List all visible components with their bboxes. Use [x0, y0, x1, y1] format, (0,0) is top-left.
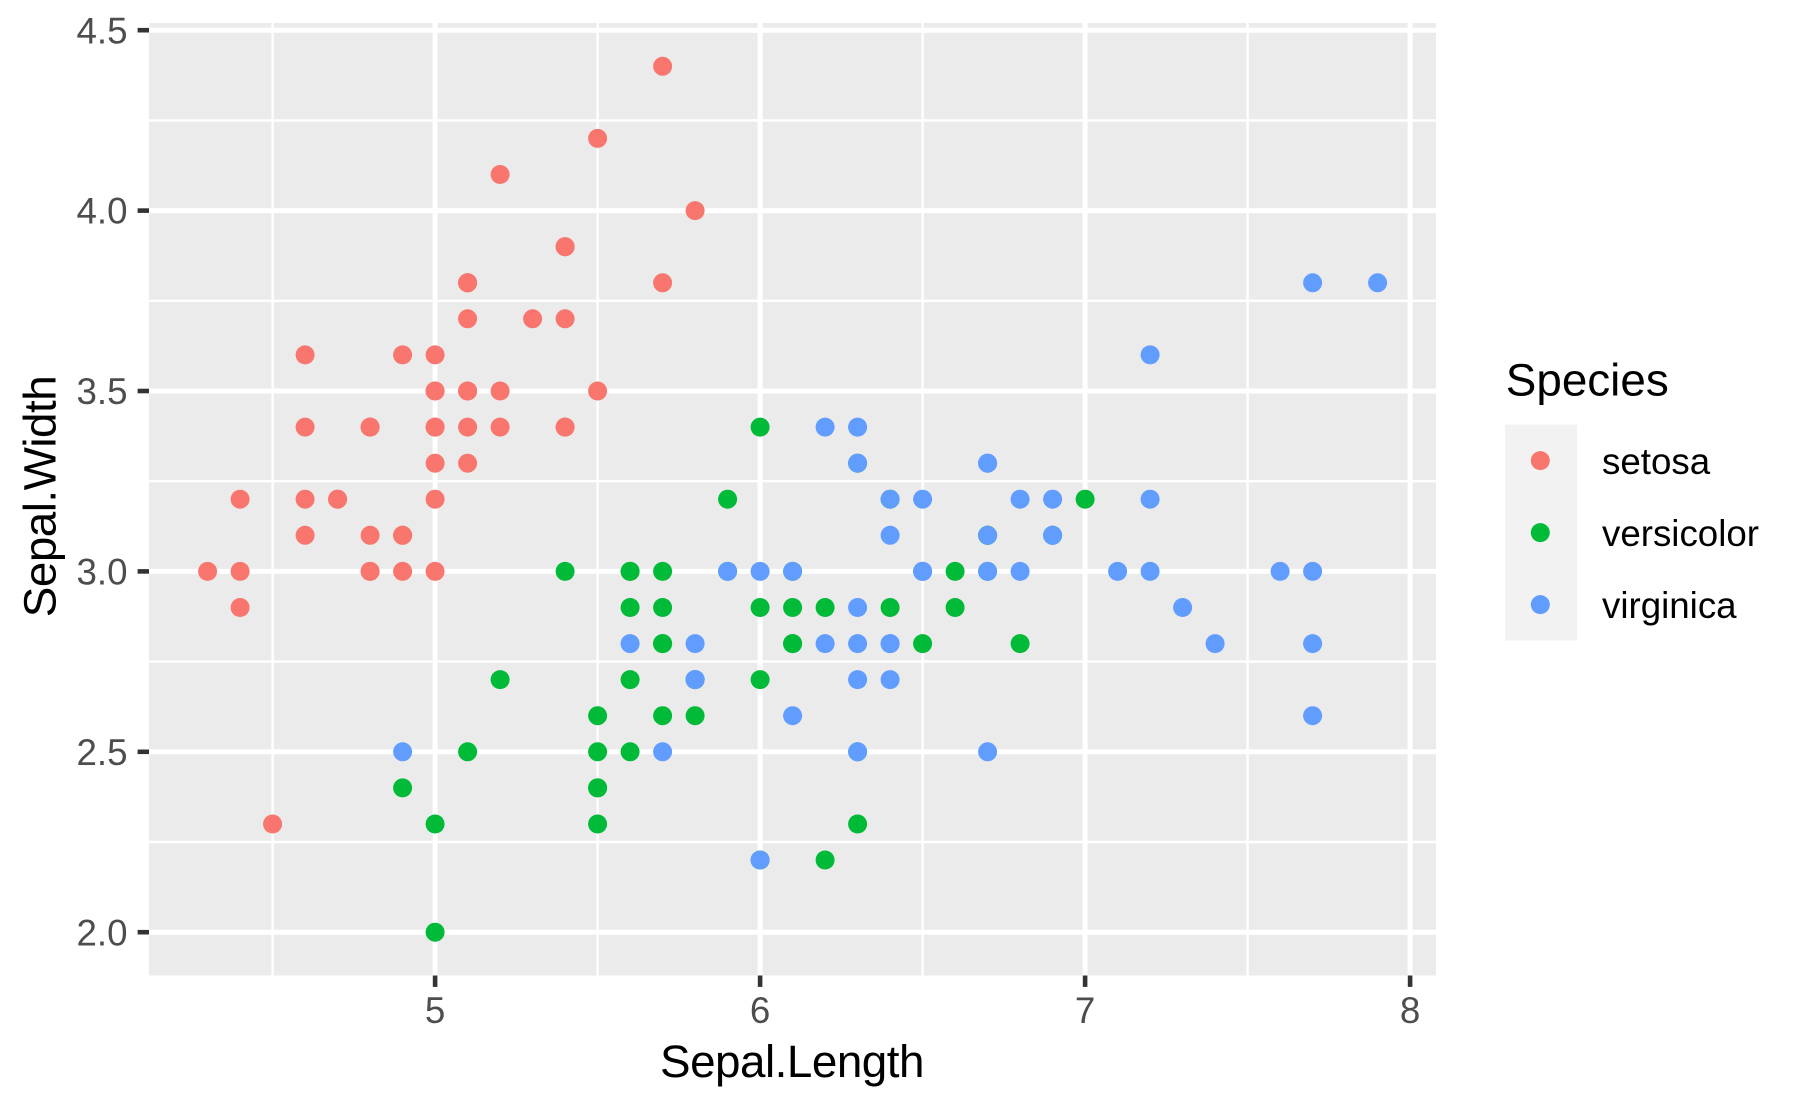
svg-text:2.0: 2.0	[76, 912, 127, 953]
svg-text:setosa: setosa	[1602, 441, 1711, 482]
svg-text:4.5: 4.5	[76, 10, 127, 51]
svg-text:3.5: 3.5	[76, 371, 127, 412]
svg-text:8: 8	[1400, 990, 1420, 1031]
svg-text:virginica: virginica	[1602, 585, 1737, 626]
svg-text:Sepal.Width: Sepal.Width	[15, 376, 66, 617]
svg-text:versicolor: versicolor	[1602, 513, 1759, 554]
svg-text:2.5: 2.5	[76, 732, 127, 773]
svg-text:5: 5	[425, 990, 445, 1031]
svg-text:6: 6	[750, 990, 770, 1031]
svg-text:Sepal.Length: Sepal.Length	[660, 1036, 924, 1087]
svg-text:3.0: 3.0	[76, 552, 127, 593]
svg-text:7: 7	[1075, 990, 1095, 1031]
svg-text:4.0: 4.0	[76, 191, 127, 232]
svg-text:Species: Species	[1506, 355, 1669, 406]
